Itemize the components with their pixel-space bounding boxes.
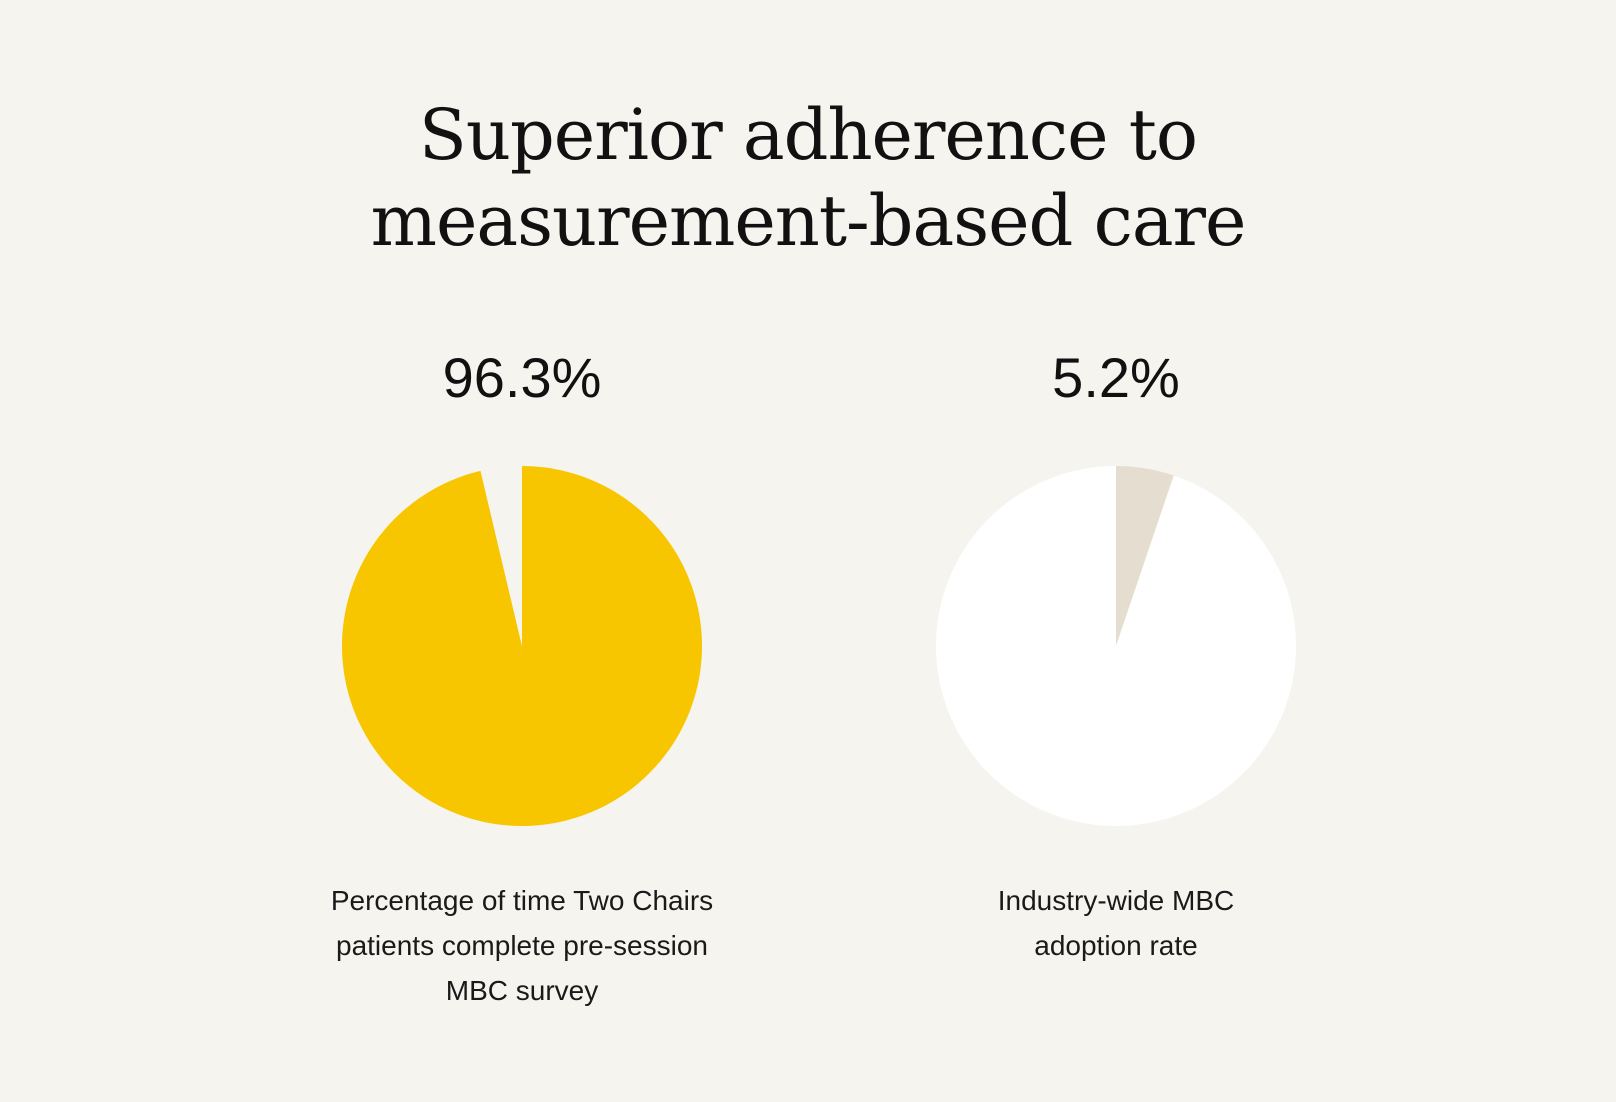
pie-caption: Percentage of time Two Chairs patients c… bbox=[262, 878, 782, 1013]
pie-caption-line: patients complete pre-session bbox=[336, 930, 708, 961]
pie-caption-line: MBC survey bbox=[445, 975, 599, 1006]
pie-slice-0 bbox=[1116, 466, 1174, 646]
pie-caption: Industry-wide MBC adoption rate bbox=[856, 878, 1376, 968]
chart-title: Superior adherence to measurement-based … bbox=[0, 92, 1616, 264]
chart-title-line-2: measurement-based care bbox=[370, 180, 1247, 262]
pie-chart-industry bbox=[936, 466, 1296, 826]
pie-value-label: 5.2% bbox=[1052, 346, 1180, 409]
pie-caption-line: Percentage of time Two Chairs bbox=[330, 885, 714, 916]
pie-caption-line: adoption rate bbox=[1034, 930, 1198, 961]
pie-caption-line: Industry-wide MBC bbox=[997, 885, 1235, 916]
pie-slice-1 bbox=[480, 466, 522, 646]
pie-slice-1 bbox=[936, 466, 1296, 826]
pie-chart-two-chairs bbox=[342, 466, 702, 826]
pie-value-label: 96.3% bbox=[442, 346, 602, 409]
chart-title-line-1: Superior adherence to bbox=[418, 94, 1198, 176]
